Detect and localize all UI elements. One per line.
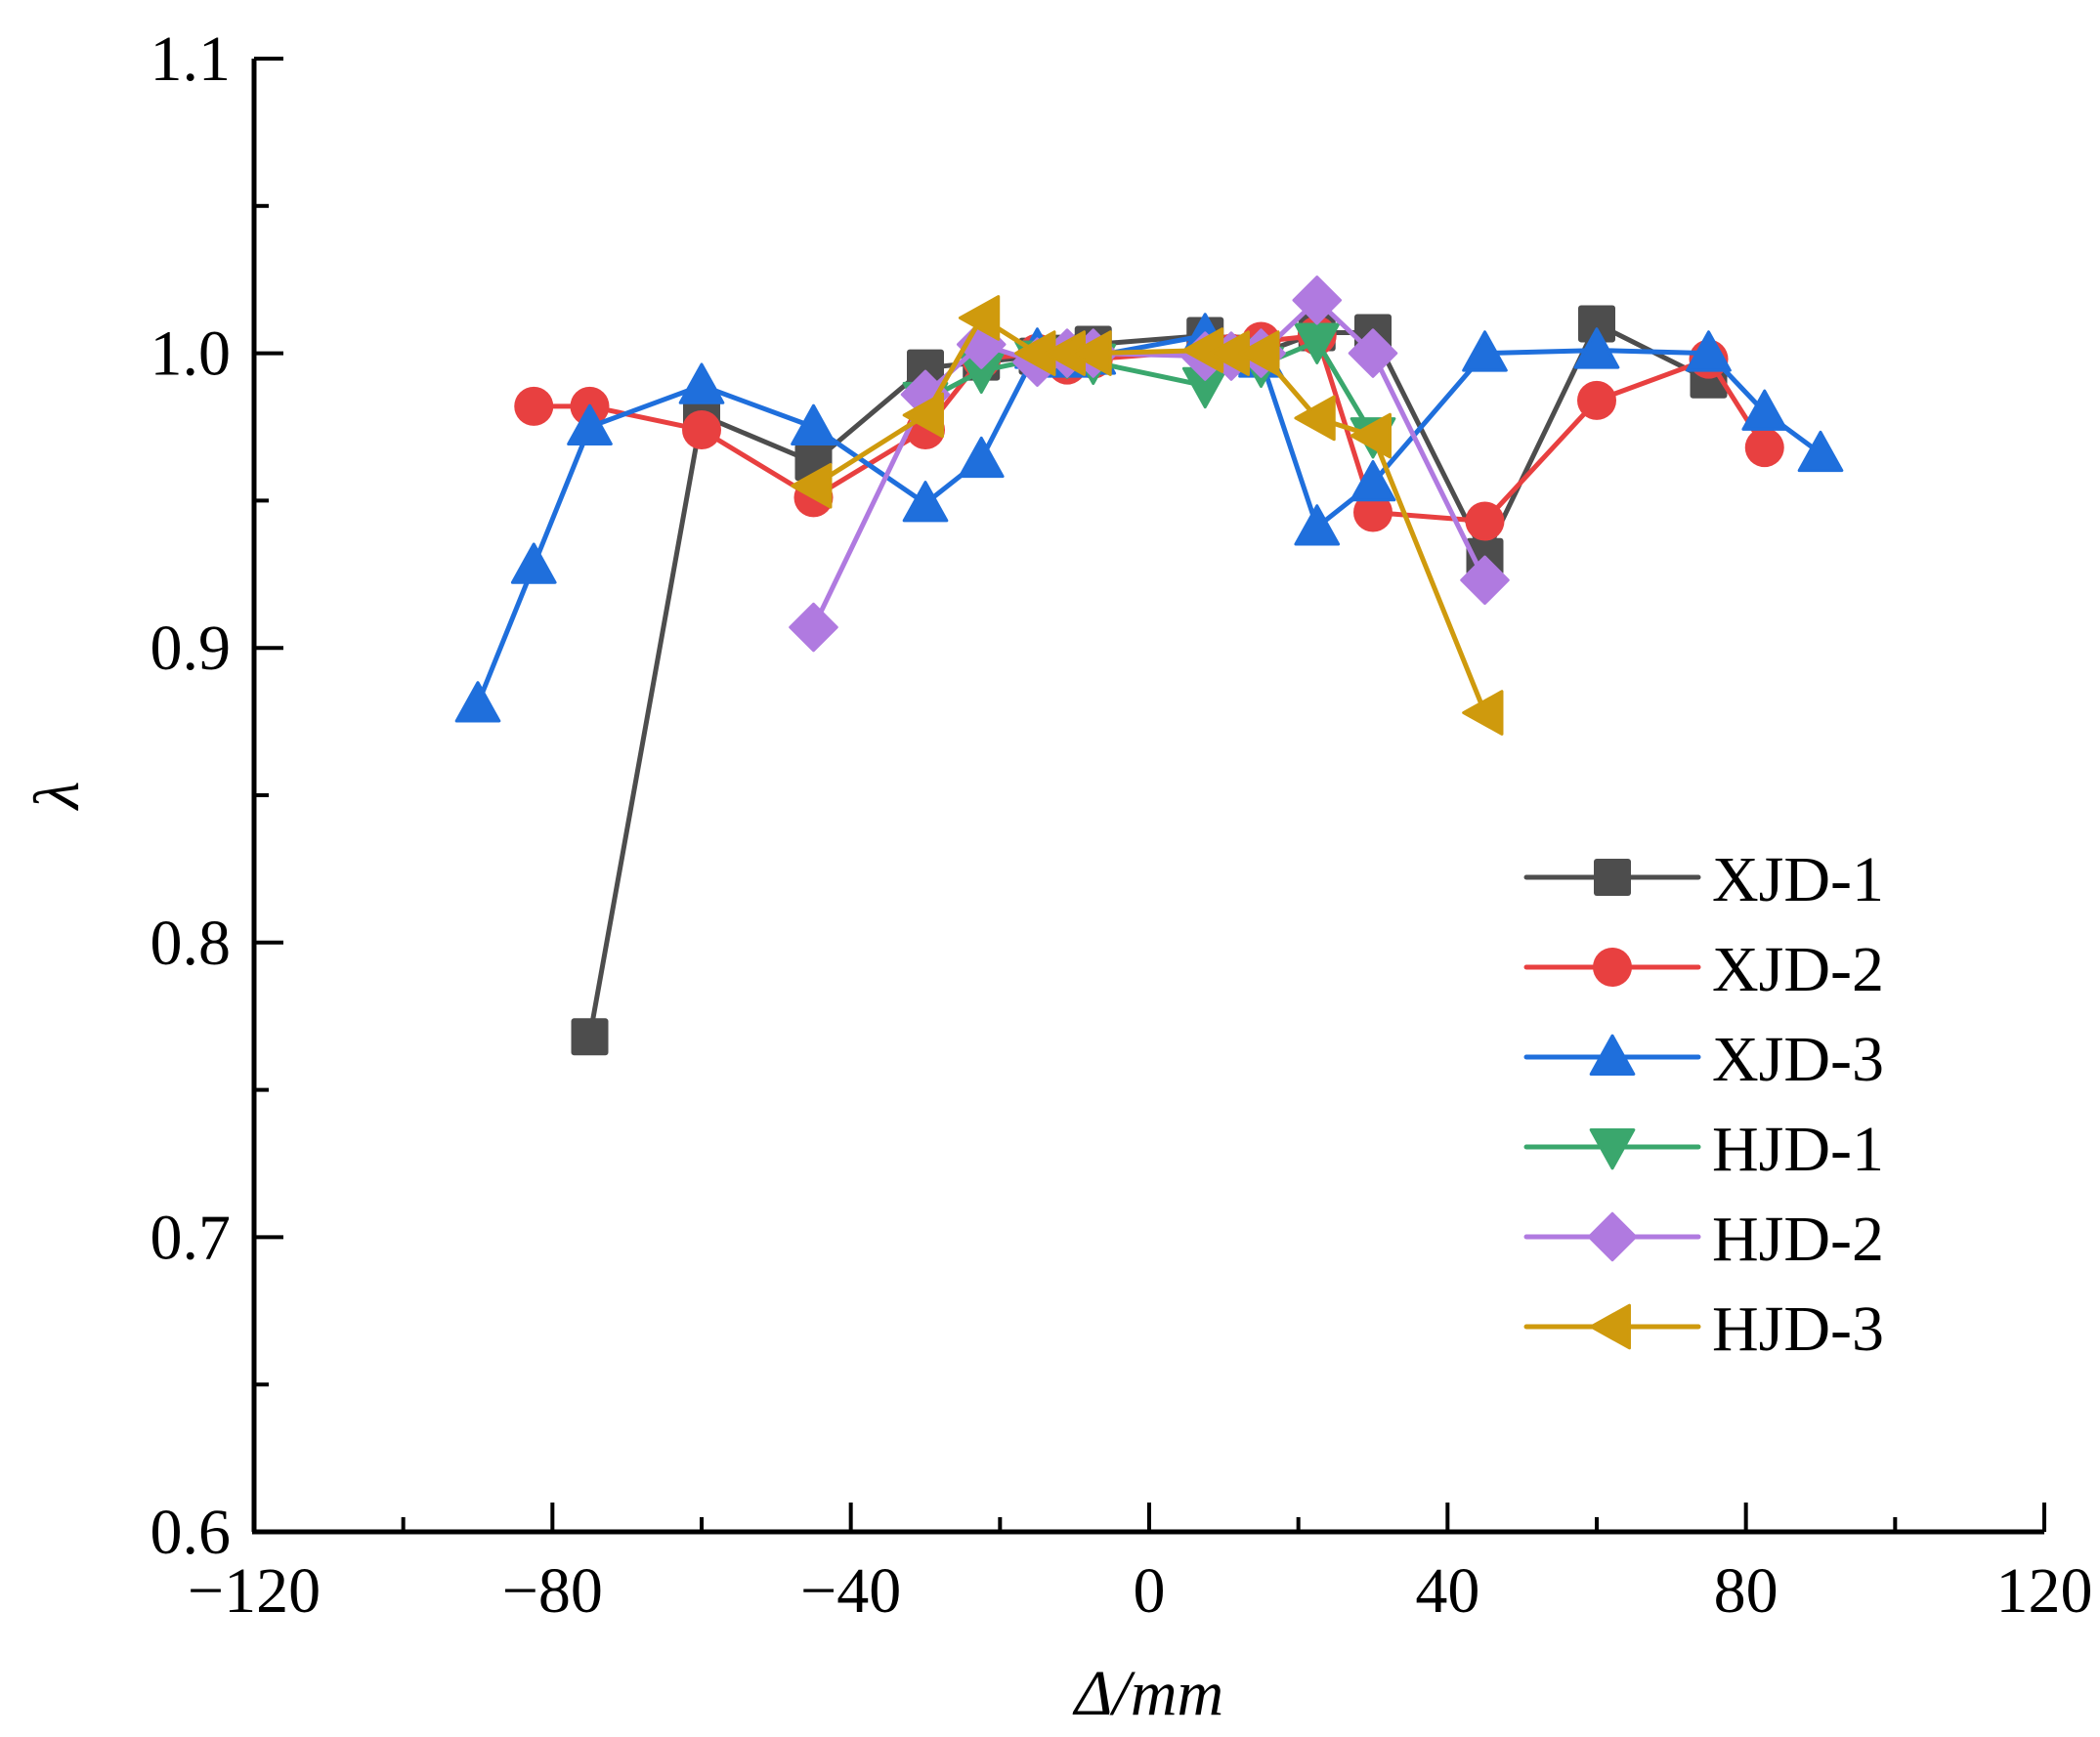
data-point-xjd-3	[1462, 330, 1508, 372]
data-point-xjd-3	[567, 403, 613, 445]
data-point-hjd-3	[1462, 690, 1504, 736]
x-axis-title: Δ/mm	[1072, 1658, 1223, 1729]
x-tick-label: −80	[502, 1555, 603, 1627]
series-hjd-2	[789, 275, 1510, 653]
y-tick-label: 1.0	[150, 318, 232, 390]
data-point-xjd-3	[1686, 330, 1732, 372]
legend-marker	[1589, 1303, 1631, 1350]
legend-label: HJD-1	[1712, 1114, 1884, 1185]
legend-label: XJD-1	[1712, 844, 1884, 915]
y-tick-label: 0.9	[150, 613, 232, 684]
legend-marker	[1593, 948, 1632, 987]
legend-item-hjd-2: HJD-2	[1523, 1204, 1884, 1275]
data-point-hjd-3	[958, 295, 1001, 341]
x-tick-label: −120	[188, 1555, 321, 1627]
legend-marker	[1594, 859, 1631, 896]
data-point-hjd-2	[1460, 555, 1510, 606]
x-tick-label: 120	[1996, 1555, 2093, 1627]
series-hjd-3	[791, 295, 1504, 736]
data-point-hjd-3	[1238, 330, 1280, 376]
y-tick-label: 0.7	[150, 1202, 232, 1273]
series-line-xjd-3	[475, 333, 1822, 705]
legend-item-xjd-2: XJD-2	[1523, 934, 1884, 1005]
data-point-hjd-2	[1348, 328, 1398, 378]
data-point-xjd-3	[791, 403, 836, 445]
data-point-xjd-3	[1741, 389, 1788, 431]
legend-label: XJD-2	[1712, 934, 1884, 1005]
y-tick-label: 0.6	[150, 1497, 232, 1568]
legend-marker	[1589, 1034, 1636, 1076]
data-point-hjd-3	[791, 462, 833, 509]
data-point-xjd-3	[454, 681, 501, 723]
x-tick-label: 40	[1415, 1555, 1479, 1627]
data-point-xjd-3	[902, 481, 949, 523]
data-point-xjd-2	[1577, 380, 1616, 420]
legend-item-xjd-3: XJD-3	[1523, 1024, 1884, 1095]
legend-marker	[1587, 1211, 1638, 1262]
legend-label: XJD-3	[1712, 1024, 1884, 1095]
data-point-hjd-2	[1292, 275, 1342, 325]
data-point-xjd-3	[1294, 504, 1341, 546]
data-point-hjd-3	[1350, 412, 1392, 459]
series-layer	[454, 275, 1844, 1056]
data-point-xjd-3	[958, 436, 1005, 479]
legend-item-hjd-1: HJD-1	[1523, 1114, 1884, 1185]
y-tick-label: 1.1	[150, 23, 232, 95]
data-point-xjd-3	[1797, 430, 1844, 473]
data-point-xjd-2	[1465, 501, 1505, 541]
data-point-hjd-3	[1070, 330, 1112, 376]
legend-item-hjd-3: HJD-3	[1523, 1293, 1884, 1365]
x-tick-label: −40	[800, 1555, 901, 1627]
data-point-xjd-2	[1353, 492, 1393, 532]
data-point-hjd-2	[789, 602, 838, 653]
data-point-xjd-2	[514, 386, 554, 426]
data-point-xjd-3	[1573, 327, 1620, 369]
series-line-hjd-1	[923, 339, 1376, 438]
data-point-xjd-1	[907, 349, 944, 387]
legend-label: HJD-3	[1712, 1293, 1884, 1365]
series-xjd-1	[571, 305, 1728, 1056]
data-point-xjd-1	[571, 1018, 609, 1056]
x-tick-label: 80	[1714, 1555, 1779, 1627]
legend-item-xjd-1: XJD-1	[1523, 844, 1884, 915]
x-tick-label: 0	[1134, 1555, 1166, 1627]
legend-marker	[1589, 1128, 1636, 1170]
data-point-hjd-3	[902, 392, 944, 439]
data-point-xjd-3	[1350, 459, 1396, 502]
data-point-xjd-3	[678, 362, 725, 404]
data-point-xjd-1	[1578, 305, 1615, 343]
legend: XJD-1 XJD-2 XJD-3 HJD-1 HJD-2 HJD-3	[1523, 844, 1884, 1365]
data-point-xjd-3	[510, 542, 557, 584]
data-point-xjd-2	[682, 410, 721, 450]
series-line-xjd-1	[587, 320, 1710, 1038]
y-axis-title: λ	[21, 782, 93, 812]
data-point-xjd-2	[1744, 428, 1784, 468]
legend-label: HJD-2	[1712, 1204, 1884, 1275]
data-point-hjd-3	[1294, 395, 1336, 442]
axes: −120 −80 −40 0 40 80 120 0.6 0.7 0.8 0.9 1.0 1.1	[150, 23, 2093, 1627]
y-tick-label: 0.8	[150, 908, 232, 979]
